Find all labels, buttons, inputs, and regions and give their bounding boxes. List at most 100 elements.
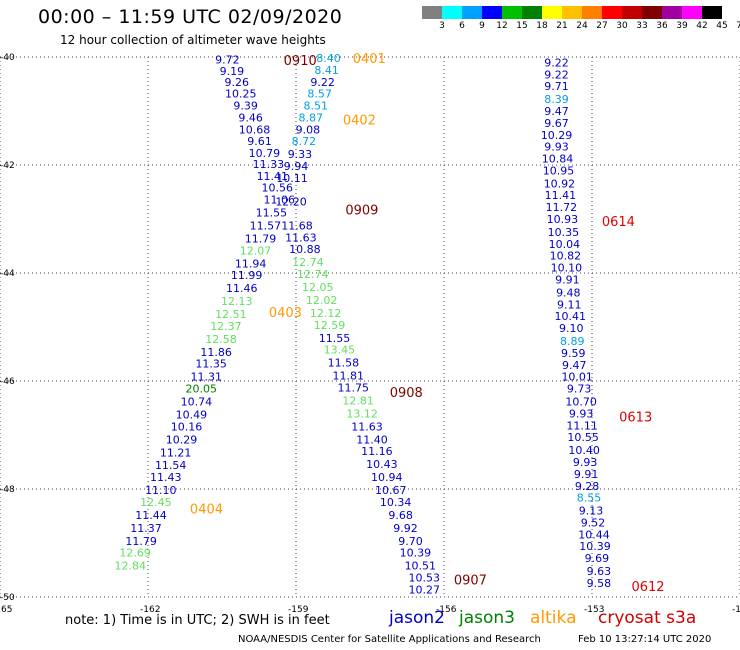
- time-label: 0613: [619, 411, 652, 426]
- x-tick-label: -165: [0, 605, 12, 615]
- colorbar-swatch: [462, 6, 482, 19]
- credit-line: NOAA/NESDIS Center for Satellite Applica…: [238, 634, 541, 645]
- timestamp: Feb 10 13:27:14 UTC 2020: [578, 634, 712, 645]
- data-point: 9.93: [573, 456, 598, 469]
- data-point: 11.55: [256, 207, 288, 220]
- data-point: 11.10: [145, 484, 177, 497]
- data-point: 8.39: [544, 93, 569, 106]
- colorbar-swatch: [542, 6, 562, 19]
- data-point: 8.89: [560, 335, 585, 348]
- data-point: 10.11: [276, 172, 308, 185]
- colorbar-swatch: [442, 6, 462, 19]
- data-point: 13.12: [346, 407, 378, 420]
- colorbar-swatch: [662, 6, 682, 19]
- data-point: 11.99: [231, 269, 263, 282]
- data-point: 8.55: [577, 492, 602, 505]
- data-point: 11.35: [195, 358, 227, 371]
- data-point: 11.37: [130, 522, 162, 535]
- data-point: 9.22: [544, 68, 569, 81]
- time-label: 0401: [353, 52, 386, 67]
- colorbar-label: 15: [516, 21, 528, 31]
- data-point: 9.93: [544, 141, 569, 154]
- legend-jason2: jason2: [389, 608, 445, 628]
- data-point: 11.55: [319, 332, 351, 345]
- colorbar-label: 36: [656, 21, 668, 31]
- data-point: 11.58: [328, 357, 360, 370]
- data-point: 9.94: [284, 160, 309, 173]
- data-point: 12.59: [314, 319, 346, 332]
- data-point: 10.29: [166, 433, 198, 446]
- x-tick-label: -156: [436, 605, 457, 615]
- data-point: 10.68: [239, 123, 271, 136]
- colorbar-swatch: [622, 6, 642, 19]
- page-subtitle: 12 hour collection of altimeter wave hei…: [60, 33, 326, 47]
- y-tick-label: -48: [0, 485, 15, 495]
- colorbar-label: 9: [479, 21, 485, 31]
- data-point: 9.52: [581, 516, 606, 529]
- data-point: 10.01: [561, 371, 593, 384]
- data-point: 11.57: [250, 219, 282, 232]
- y-tick-label: -42: [0, 161, 15, 171]
- data-point: 12.07: [240, 244, 272, 257]
- data-point: 12.12: [310, 307, 342, 320]
- data-point: 8.41: [314, 64, 339, 77]
- data-point: 10.49: [176, 408, 208, 421]
- data-point: 9.11: [557, 298, 582, 311]
- data-point: 13.45: [324, 344, 356, 357]
- data-point: 9.71: [544, 80, 569, 93]
- colorbar-label: 27: [596, 21, 608, 31]
- data-point: 9.22: [544, 56, 569, 69]
- data-point: 11.40: [356, 433, 388, 446]
- time-label: 0908: [390, 386, 423, 401]
- data-point: 11.79: [245, 232, 277, 245]
- data-point: 9.72: [215, 54, 240, 67]
- data-point: 8.51: [303, 100, 328, 113]
- colorbar-label: 42: [696, 21, 708, 31]
- footer-note: note: 1) Time is in UTC; 2) SWH is in fe…: [65, 613, 330, 628]
- data-point: 10.79: [249, 147, 281, 160]
- data-point: 9.47: [544, 105, 569, 118]
- data-point: 11.33: [253, 158, 285, 171]
- data-point: 10.53: [409, 572, 441, 585]
- data-point: 11.94: [235, 257, 267, 270]
- page-title: 00:00 – 11:59 UTC 02/09/2020: [38, 6, 343, 28]
- data-point: 10.10: [551, 262, 583, 275]
- data-point: 11.44: [135, 509, 167, 522]
- time-label: 0404: [190, 502, 223, 517]
- data-point: 12.58: [205, 333, 237, 346]
- data-point: 11.21: [160, 446, 192, 459]
- data-point: 10.34: [380, 496, 412, 509]
- data-point: 9.69: [585, 552, 610, 565]
- data-point: 11.79: [125, 535, 157, 548]
- colorbar-swatch: [482, 6, 502, 19]
- data-point: 10.93: [547, 213, 579, 226]
- legend-jason3: jason3: [459, 608, 515, 628]
- data-point: 10.88: [289, 243, 321, 256]
- data-point: 9.46: [238, 111, 263, 124]
- legend-cryosat: cryosat s3a: [598, 608, 697, 628]
- data-point: 10.43: [366, 458, 398, 471]
- data-point: 8.87: [299, 111, 324, 124]
- data-point: 11.16: [361, 445, 393, 458]
- data-point: 10.39: [400, 547, 432, 560]
- colorbar-swatch: [422, 6, 442, 19]
- data-point: 9.63: [587, 565, 612, 578]
- data-point: 11.63: [285, 231, 317, 244]
- data-point: 9.59: [561, 347, 586, 360]
- data-point: 11.68: [281, 219, 313, 232]
- data-point: 9.58: [587, 577, 612, 590]
- colorbar-swatch: [642, 6, 662, 19]
- data-point: 11.41: [257, 170, 289, 183]
- data-point: 10.92: [544, 177, 576, 190]
- data-point: 9.22: [310, 76, 335, 89]
- data-point: 11.72: [546, 201, 578, 214]
- data-point: 10.94: [371, 471, 403, 484]
- data-point: 10.70: [565, 396, 597, 409]
- time-label: 0909: [345, 203, 378, 218]
- data-point: 10.04: [549, 238, 581, 251]
- colorbar-label: 39: [676, 21, 688, 31]
- data-point: 20.05: [186, 383, 218, 396]
- time-label: 0403: [269, 306, 302, 321]
- data-point: 10.84: [542, 153, 574, 166]
